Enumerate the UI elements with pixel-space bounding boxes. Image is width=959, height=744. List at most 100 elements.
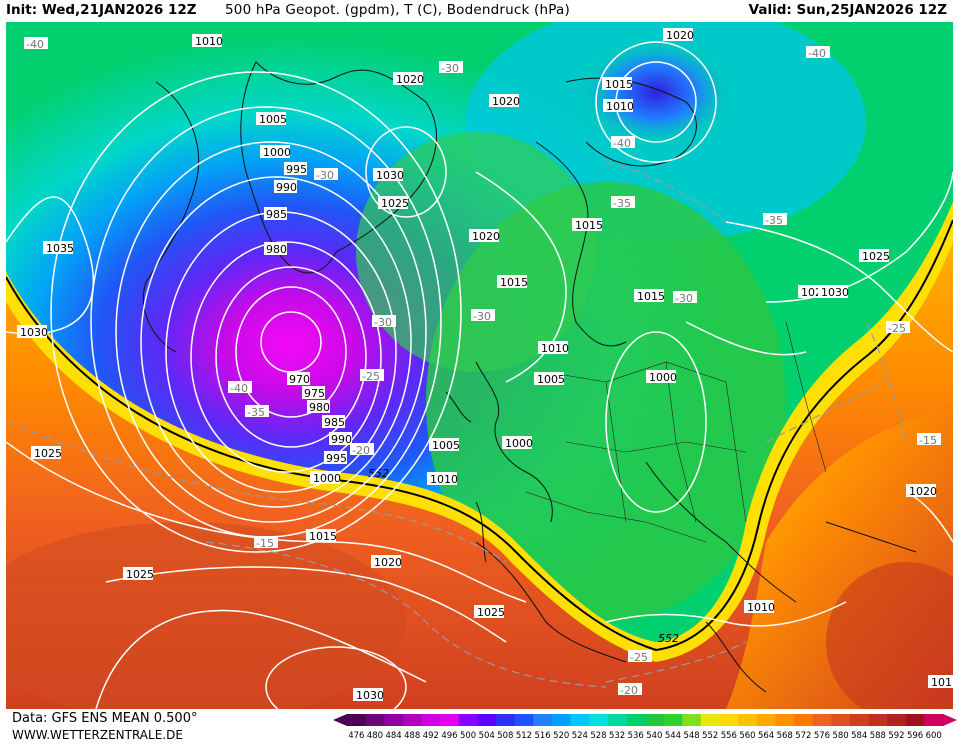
legend-tick-label: 504 <box>479 731 495 740</box>
svg-text:975: 975 <box>304 387 325 400</box>
legend-swatch <box>794 714 814 726</box>
legend-tick-label: 560 <box>739 731 755 740</box>
contour-552 <box>5 219 954 652</box>
svg-text:1000: 1000 <box>505 437 533 450</box>
svg-text:1035: 1035 <box>46 242 74 255</box>
legend-arrow-left <box>333 714 347 726</box>
legend-tick-label: 576 <box>814 731 830 740</box>
svg-text:1030: 1030 <box>821 286 849 299</box>
legend-arrow-right <box>943 714 957 726</box>
svg-text:1030: 1030 <box>376 169 404 182</box>
legend-tick-label: 492 <box>423 731 439 740</box>
legend-tick-label: 488 <box>404 731 420 740</box>
legend-swatch <box>384 714 404 726</box>
legend-tick-label: 600 <box>926 731 942 740</box>
svg-text:995: 995 <box>326 452 347 465</box>
svg-text:1025: 1025 <box>381 197 409 210</box>
legend-swatch <box>514 714 534 726</box>
svg-text:1000: 1000 <box>313 472 341 485</box>
svg-text:1020: 1020 <box>396 73 424 86</box>
legend-tick-label: 528 <box>590 731 606 740</box>
svg-text:1025: 1025 <box>34 447 62 460</box>
svg-text:1010: 1010 <box>195 35 223 48</box>
svg-text:1010: 1010 <box>606 100 634 113</box>
svg-text:1010: 1010 <box>747 601 775 614</box>
svg-text:-15: -15 <box>256 537 274 550</box>
svg-text:-35: -35 <box>765 214 783 227</box>
legend-swatch <box>440 714 460 726</box>
legend-tick-label: 588 <box>870 731 886 740</box>
legend-tick-label: 572 <box>795 731 811 740</box>
legend-swatch <box>831 714 851 726</box>
legend-swatch <box>719 714 739 726</box>
svg-text:1020: 1020 <box>374 556 402 569</box>
svg-text:1020: 1020 <box>492 95 520 108</box>
legend-tick-label: 540 <box>646 731 662 740</box>
svg-text:-20: -20 <box>352 444 370 457</box>
legend-tick-label: 496 <box>441 731 457 740</box>
legend-tick-label: 536 <box>628 731 644 740</box>
svg-text:1010: 1010 <box>541 342 569 355</box>
legend-swatch <box>347 714 367 726</box>
legend-tick-label: 596 <box>907 731 923 740</box>
legend-tick-label: 580 <box>832 731 848 740</box>
legend-swatch <box>551 714 571 726</box>
legend-tick-label: 556 <box>721 731 737 740</box>
legend-swatch <box>924 714 944 726</box>
svg-text:1030: 1030 <box>356 689 384 702</box>
svg-text:1010: 1010 <box>430 473 458 486</box>
website-link[interactable]: WWW.WETTERZENTRALE.DE <box>12 728 183 742</box>
legend-tick-label: 544 <box>665 731 681 740</box>
svg-text:985: 985 <box>324 416 345 429</box>
contour-552-label: 552 <box>368 467 389 480</box>
svg-text:970: 970 <box>289 373 310 386</box>
svg-text:-25: -25 <box>630 651 648 664</box>
legend-swatch <box>868 714 888 726</box>
legend-swatch <box>682 714 702 726</box>
svg-text:-40: -40 <box>230 382 248 395</box>
product-title: 500 hPa Geopot. (gpdm), T (C), Bodendruc… <box>225 2 570 18</box>
legend-swatch <box>738 714 758 726</box>
legend-swatch <box>849 714 869 726</box>
legend-swatch <box>533 714 553 726</box>
svg-text:1020: 1020 <box>909 485 937 498</box>
legend-tick-label: 476 <box>348 731 364 740</box>
svg-text:1000: 1000 <box>263 146 291 159</box>
svg-text:1020: 1020 <box>472 230 500 243</box>
legend-tick-label: 480 <box>367 731 383 740</box>
svg-text:1005: 1005 <box>259 113 287 126</box>
svg-text:-30: -30 <box>473 310 491 323</box>
svg-text:980: 980 <box>266 243 287 256</box>
svg-text:1005: 1005 <box>432 439 460 452</box>
warm-core-se <box>826 562 959 722</box>
data-source: Data: GFS ENS MEAN 0.500° <box>12 711 198 726</box>
legend-swatch <box>775 714 795 726</box>
svg-text:-40: -40 <box>26 38 44 51</box>
svg-text:980: 980 <box>309 401 330 414</box>
pressure-labels: 1010 1005 1000 995 990 985 980 970 975 9… <box>17 28 953 702</box>
svg-text:1015: 1015 <box>309 530 337 543</box>
svg-text:1015: 1015 <box>605 78 633 91</box>
legend-tick-label: 532 <box>609 731 625 740</box>
legend-swatch <box>700 714 720 726</box>
contour-552-label-2: 552 <box>658 632 679 645</box>
legend-swatch <box>905 714 925 726</box>
legend-swatch <box>887 714 907 726</box>
temperature-labels: -40 -30 -30 -40 -35 -40 -35 -30 -30 -30 … <box>24 37 941 697</box>
svg-text:-25: -25 <box>888 322 906 335</box>
svg-text:1025: 1025 <box>126 568 154 581</box>
legend-tick-label: 512 <box>516 731 532 740</box>
svg-text:1005: 1005 <box>537 373 565 386</box>
svg-text:-35: -35 <box>247 406 265 419</box>
legend-swatch <box>756 714 776 726</box>
legend-tick-label: 584 <box>851 731 867 740</box>
legend-tick-label: 564 <box>758 731 774 740</box>
legend-swatch <box>570 714 590 726</box>
color-legend: 476 480 484 488 492 496 500 504 508 512 516 520 524 5… <box>333 714 957 741</box>
svg-text:-40: -40 <box>613 137 631 150</box>
legend-swatch <box>458 714 478 726</box>
svg-text:1020: 1020 <box>666 29 694 42</box>
temperature-isotherms <box>5 161 907 688</box>
legend-swatch <box>589 714 609 726</box>
legend-tick-label: 520 <box>553 731 569 740</box>
